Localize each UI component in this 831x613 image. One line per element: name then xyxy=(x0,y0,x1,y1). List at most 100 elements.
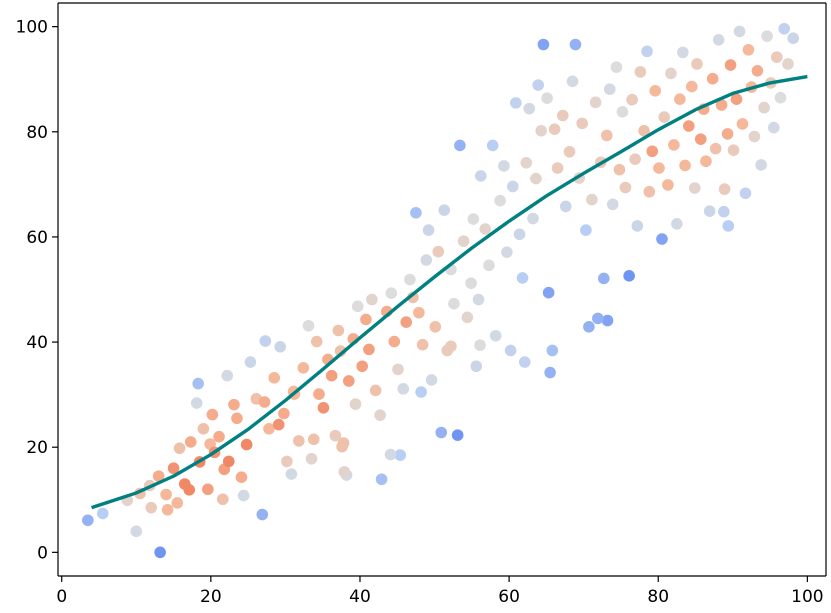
scatter-point xyxy=(268,372,281,384)
scatter-point xyxy=(360,313,372,326)
scatter-point xyxy=(623,270,635,282)
scatter-point xyxy=(356,360,369,373)
scatter-point xyxy=(603,83,616,96)
scatter-point xyxy=(498,160,510,172)
scatter-point xyxy=(551,162,564,174)
scatter-point xyxy=(537,38,550,51)
scatter-point xyxy=(643,185,656,198)
y-tick-label: 40 xyxy=(26,333,48,353)
scatter-point xyxy=(281,455,293,468)
scatter-point xyxy=(374,409,386,421)
scatter-point xyxy=(307,433,320,446)
scatter-point xyxy=(674,93,686,105)
scatter-point xyxy=(778,22,791,35)
scatter-point xyxy=(586,193,598,206)
ticks: 0 20 40 60 80 100 0 20 40 60 80 100 xyxy=(16,18,824,607)
scatter-point xyxy=(739,187,752,200)
scatter-point xyxy=(259,335,272,347)
scatter-point xyxy=(718,183,731,195)
scatter-point xyxy=(751,65,764,77)
scatter-point xyxy=(733,25,746,38)
scatter-point xyxy=(82,514,94,527)
scatter-point xyxy=(610,61,623,73)
x-tick-label: 100 xyxy=(791,587,823,607)
scatter-point xyxy=(415,386,427,398)
scatter-point xyxy=(192,377,204,390)
scatter-point xyxy=(278,407,290,420)
scatter-point xyxy=(527,212,539,225)
scatter-point xyxy=(631,220,644,232)
scatter-point xyxy=(559,200,572,213)
scatter-point xyxy=(638,124,650,137)
scatter-point xyxy=(523,102,536,115)
scatter-point xyxy=(190,397,203,409)
scatter-point xyxy=(718,205,730,218)
scatter-point xyxy=(338,466,351,478)
scatter-point xyxy=(700,155,712,168)
scatter-point xyxy=(598,272,610,285)
scatter-point xyxy=(222,455,235,468)
scatter-point xyxy=(501,246,513,258)
scatter-point xyxy=(668,139,680,151)
scatter-point xyxy=(770,51,783,63)
scatter-point xyxy=(451,429,464,441)
scatter-point xyxy=(285,468,298,480)
scatter-point xyxy=(677,46,689,59)
scatter-point xyxy=(263,423,275,435)
scatter-point xyxy=(130,525,143,538)
scatter-point xyxy=(272,418,285,431)
scatter-point xyxy=(461,311,474,324)
scatter-point xyxy=(530,172,542,185)
scatter-point xyxy=(736,118,749,130)
scatter-point xyxy=(513,228,526,241)
scatter-point xyxy=(516,272,529,284)
y-tick-label: 60 xyxy=(26,228,48,248)
scatter-point xyxy=(709,142,722,155)
scatter-point xyxy=(96,507,109,520)
scatter-point xyxy=(240,438,253,451)
scatter-point xyxy=(329,429,342,442)
scatter-point xyxy=(404,273,416,286)
y-tick-label: 100 xyxy=(16,18,48,38)
scatter-point xyxy=(656,233,668,245)
scatter-point xyxy=(467,213,480,225)
scatter-point xyxy=(730,93,743,105)
scatter-point xyxy=(546,344,559,357)
scatter-point xyxy=(474,339,486,352)
x-tick-label: 20 xyxy=(200,587,222,607)
scatter-point xyxy=(228,398,240,411)
scatter-point xyxy=(302,319,315,332)
scatter-point xyxy=(641,45,653,58)
scatter-point xyxy=(274,341,287,353)
scatter-point xyxy=(662,179,674,191)
scatter-point xyxy=(646,145,659,158)
scatter-point xyxy=(202,483,214,496)
scatter-point xyxy=(392,363,404,376)
scatter-point xyxy=(231,412,243,425)
scatter-point xyxy=(313,388,325,400)
scatter-point xyxy=(145,501,157,514)
scatter-point xyxy=(544,366,556,379)
scatter-point xyxy=(542,286,555,299)
scatter-point xyxy=(722,220,735,232)
scatter-point xyxy=(413,306,425,319)
scatter-point xyxy=(626,93,638,106)
scatter-point xyxy=(351,300,364,313)
scatter-point xyxy=(336,440,348,453)
scatter-point xyxy=(601,314,614,327)
y-tick-label: 0 xyxy=(37,543,48,563)
scatter-point xyxy=(310,335,323,348)
y-tick-label: 20 xyxy=(26,438,48,458)
scatter-point xyxy=(332,324,345,337)
scatter-point xyxy=(606,198,619,211)
scatter-point xyxy=(438,204,451,216)
scatter-point xyxy=(613,163,626,176)
scatter-point xyxy=(691,58,703,70)
scatter-point xyxy=(483,259,495,272)
scatter-point xyxy=(580,224,592,236)
scatter-point xyxy=(685,80,698,93)
scatter-point xyxy=(504,344,517,357)
scatter-point xyxy=(679,159,691,172)
scatter-point xyxy=(325,369,338,382)
scatter-point xyxy=(369,384,382,397)
